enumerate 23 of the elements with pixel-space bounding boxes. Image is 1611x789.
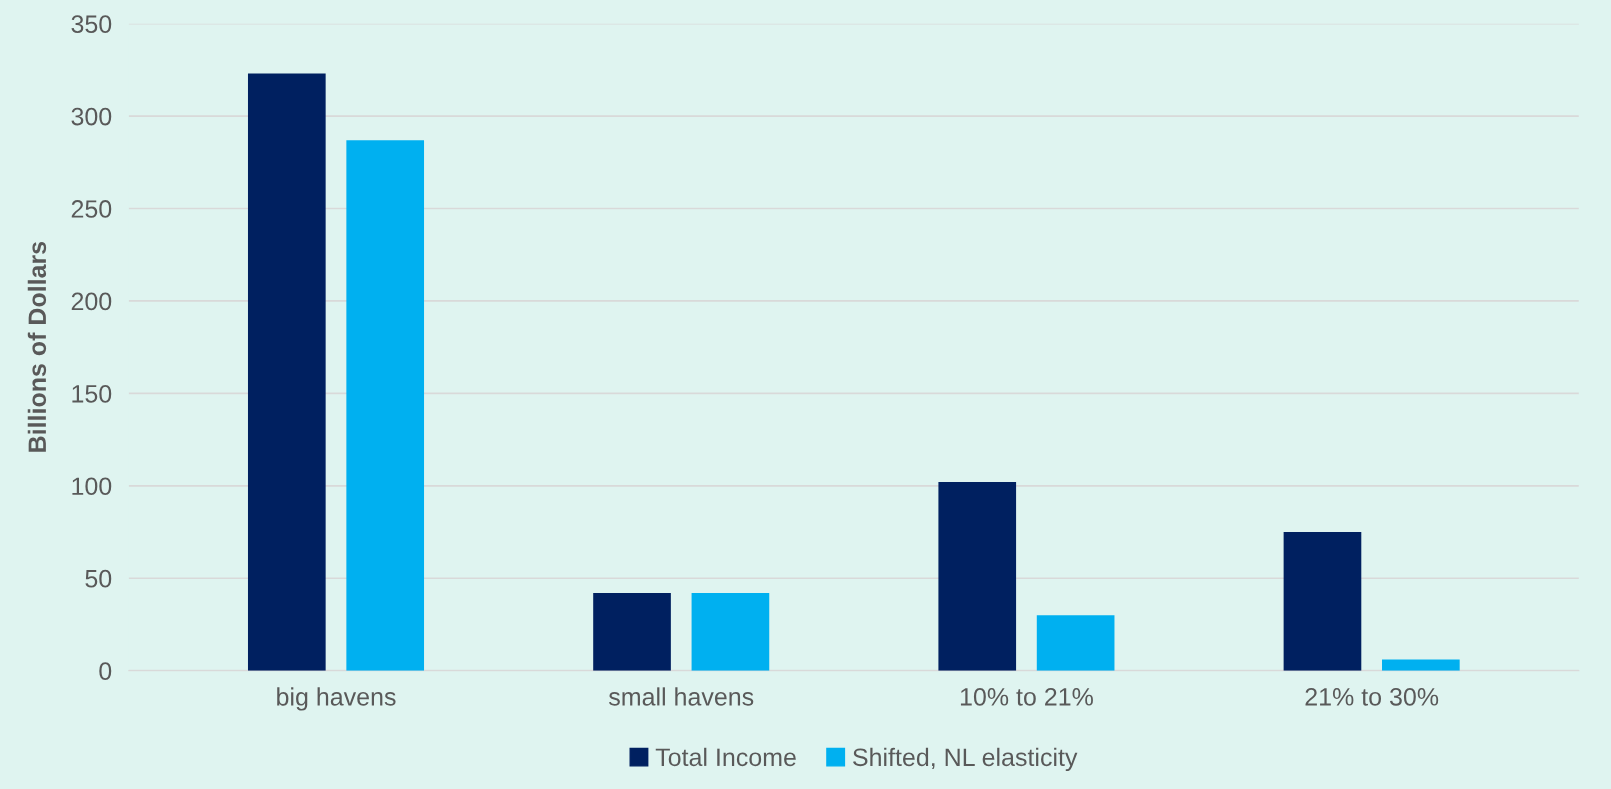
x-tick-label: 10% to 21% [960, 687, 1093, 706]
y-tick-label: 50 [85, 569, 112, 588]
legend-label: Total Income [655, 747, 796, 767]
x-tick-label: 21% to 30% [1305, 687, 1439, 706]
bar [1283, 532, 1362, 671]
bar [1382, 659, 1460, 671]
bar [593, 593, 671, 671]
y-axis-title: Billions of Dollars [27, 241, 47, 452]
bar [691, 593, 770, 671]
x-tick-label: small havens [608, 687, 754, 706]
y-tick-label: 200 [71, 292, 112, 311]
y-tick-label: 350 [71, 15, 112, 33]
y-tick-label: 150 [72, 384, 112, 403]
bar [247, 73, 326, 671]
legend-label: Shifted, NL elasticity [853, 747, 1078, 772]
bar [938, 482, 1017, 671]
y-tick-label: 100 [72, 477, 112, 496]
y-tick-label: 300 [71, 107, 112, 126]
bar [1036, 615, 1115, 671]
y-tick-label: 250 [71, 200, 112, 218]
bar [346, 140, 425, 671]
x-tick-label: big havens [277, 687, 396, 711]
y-tick-label: 0 [99, 662, 112, 680]
